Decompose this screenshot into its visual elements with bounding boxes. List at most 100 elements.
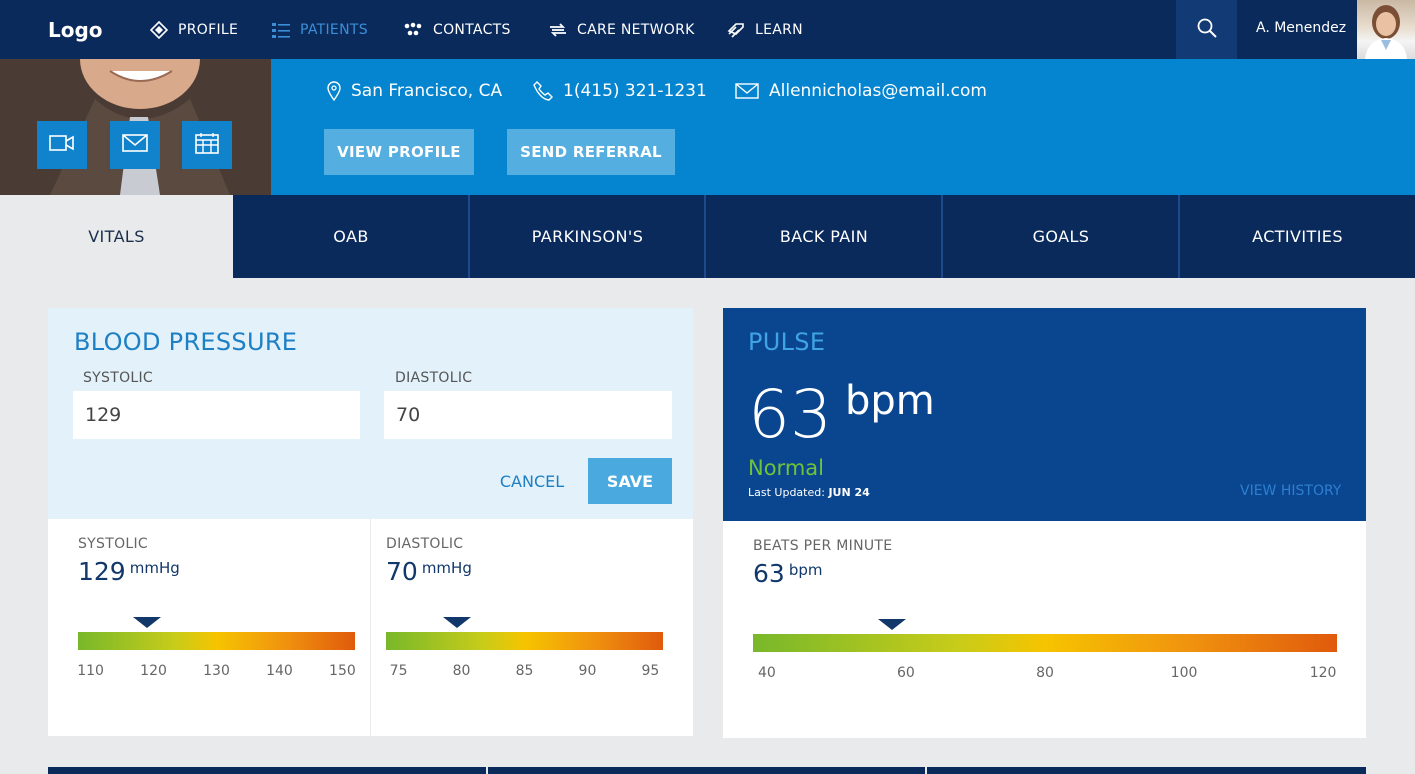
view-profile-button[interactable]: VIEW PROFILE [324,129,474,175]
blood-pressure-form: BLOOD PRESSURE SYSTOLIC DIASTOLIC CANCEL… [48,308,693,519]
video-camera-icon [49,134,75,156]
location-text: San Francisco, CA [351,81,503,101]
gauge-tick-label: 80 [452,663,471,679]
tab-divider [468,195,470,278]
patients-list-icon [272,22,290,38]
nav-contacts-label: CONTACTS [433,21,511,38]
gauge-tick-label: 60 [897,665,915,681]
systolic-field-label: SYSTOLIC [83,370,154,386]
last-updated-label: Last Updated: [748,486,825,499]
gauge-tick-label: 130 [203,663,230,679]
phone-icon [533,81,553,101]
search-icon [1196,17,1218,43]
gauge-tick-label: 110 [77,663,104,679]
diastolic-gauge-panel: DIASTOLIC 70 mmHg 75 80 85 90 95 [371,519,693,736]
tab-parkinsons[interactable]: PARKINSON'S [470,195,705,278]
tab-back-pain[interactable]: BACK PAIN [706,195,942,278]
pulse-card: PULSE 63 bpm Normal Last Updated: JUN 24… [723,308,1366,521]
gauge-tick-label: 40 [757,665,776,681]
nav-care-network-label: CARE NETWORK [577,21,695,38]
patient-email[interactable]: Allennicholas@email.com [735,81,987,101]
systolic-input[interactable] [73,391,360,439]
patient-location: San Francisco, CA [327,81,502,101]
envelope-icon [122,134,148,156]
systolic-gauge-marker [133,617,162,628]
diastolic-value-number: 70 [386,557,418,586]
systolic-unit: mmHg [129,559,180,577]
contacts-icon [403,22,423,38]
pulse-gauge-bar [753,634,1337,652]
gauge-tick-label: 95 [641,663,660,679]
calendar-icon [195,132,219,158]
gauge-tick-label: 120 [140,663,167,679]
pulse-gauge-label: BEATS PER MINUTE [753,538,893,554]
search-button[interactable] [1176,0,1237,59]
nav-profile-label: PROFILE [178,21,239,38]
logo[interactable]: Logo [48,18,103,42]
email-text: Allennicholas@email.com [769,81,987,101]
gauge-tick-label: 150 [329,663,356,679]
gauge-tick-label: 75 [389,663,408,679]
diastolic-gauge-marker [442,617,471,628]
nav-patients-label: PATIENTS [300,21,368,38]
pulse-gauge-unit: bpm [788,561,823,579]
pulse-gauge-marker [878,619,907,630]
nav-learn[interactable]: LEARN [727,0,803,59]
last-updated-date: JUN 24 [828,486,870,499]
nav-care-network[interactable]: CARE NETWORK [549,0,695,59]
nav-patients[interactable]: PATIENTS [272,0,368,59]
patient-contact-bar: San Francisco, CA 1(415) 321-1231 Allenn… [271,59,1415,195]
pulse-status: Normal [748,456,824,480]
nav-profile[interactable]: PROFILE [150,0,238,59]
patient-phone[interactable]: 1(415) 321-1231 [533,81,707,101]
tab-oab[interactable]: OAB [233,195,469,278]
diastolic-gauge-bar [386,632,663,650]
diastolic-unit: mmHg [421,559,472,577]
gauge-tick-label: 90 [578,663,597,679]
user-name[interactable]: A. Menendez [1256,20,1347,36]
gauge-tick-label: 100 [1170,665,1198,681]
gauge-tick-label: 85 [515,663,534,679]
send-referral-button[interactable]: SEND REFERRAL [507,129,675,175]
diamond-icon [150,20,168,39]
save-button[interactable]: SAVE [588,458,672,504]
next-row-card [488,767,925,774]
next-row-card [927,767,1366,774]
email-icon [735,83,759,99]
gauge-tick-label: 120 [1309,665,1337,681]
systolic-gauge-bar [78,632,355,650]
systolic-value-number: 129 [78,557,126,586]
top-nav: Logo PROFILE PATIENTS CONTACTS CARE NETW… [0,0,1415,59]
learn-icon [727,22,745,38]
blood-pressure-title: BLOOD PRESSURE [74,328,298,356]
phone-text: 1(415) 321-1231 [563,81,707,101]
diastolic-input[interactable] [384,391,672,439]
pulse-gauge-value: 63 bpm [753,559,822,588]
diastolic-gauge-label: DIASTOLIC [386,536,464,552]
view-history-link[interactable]: VIEW HISTORY [1240,483,1342,499]
systolic-gauge-label: SYSTOLIC [78,536,149,552]
care-network-icon [549,22,567,38]
tab-vitals[interactable]: VITALS [0,195,233,278]
diastolic-field-label: DIASTOLIC [395,370,473,386]
tab-activities[interactable]: ACTIVITIES [1180,195,1415,278]
pulse-title: PULSE [748,328,826,356]
pulse-gauge-number: 63 [753,559,785,588]
tab-divider [941,195,943,278]
video-call-button[interactable] [37,121,87,169]
pulse-gauge-panel: BEATS PER MINUTE 63 bpm 40 60 80 100 120 [723,521,1366,738]
user-avatar[interactable] [1357,0,1415,59]
tab-divider [704,195,706,278]
systolic-gauge-panel: SYSTOLIC 129 mmHg 110 120 130 140 150 [48,519,370,736]
nav-contacts[interactable]: CONTACTS [403,0,511,59]
location-pin-icon [327,81,341,101]
schedule-button[interactable] [182,121,232,169]
last-updated: Last Updated: JUN 24 [748,486,870,499]
email-patient-button[interactable] [110,121,160,169]
tab-goals[interactable]: GOALS [943,195,1179,278]
gauge-tick-label: 140 [266,663,293,679]
tab-divider [1178,195,1180,278]
diastolic-gauge-value: 70 mmHg [386,557,472,586]
gauge-tick-label: 80 [1036,665,1054,681]
cancel-button[interactable]: CANCEL [499,471,565,491]
